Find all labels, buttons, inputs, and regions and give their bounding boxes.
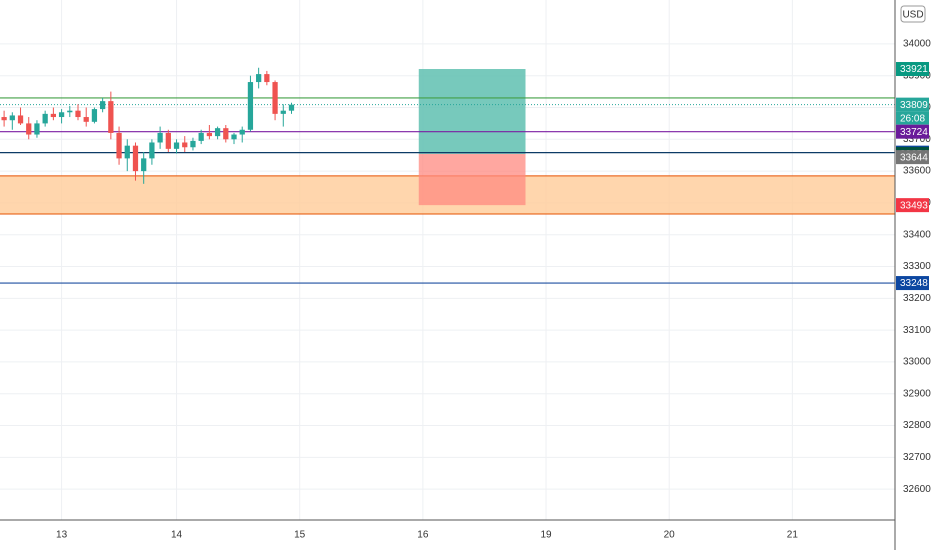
candle-body bbox=[288, 104, 295, 111]
y-tick-label: 32700 bbox=[903, 452, 931, 463]
candle-body bbox=[26, 123, 32, 135]
candle-body bbox=[34, 123, 40, 135]
candle-body bbox=[149, 142, 155, 159]
candle-body bbox=[67, 110, 73, 113]
candle-body bbox=[116, 132, 122, 159]
price-tag bbox=[896, 198, 929, 213]
price-tag-label: 33921 bbox=[900, 64, 928, 75]
candle-body bbox=[165, 132, 171, 149]
x-tick-label: 13 bbox=[56, 530, 68, 541]
y-tick-label: 32900 bbox=[903, 388, 931, 399]
candle-body bbox=[182, 142, 188, 148]
x-tick-label: 14 bbox=[171, 530, 183, 541]
candle-body bbox=[1, 117, 7, 121]
y-tick-label: 33300 bbox=[903, 261, 931, 272]
price-tag bbox=[896, 150, 929, 165]
y-tick-label: 33700 bbox=[903, 134, 931, 145]
axis: 32600 32700 32800 32900 33000 33100 33200 33300… bbox=[56, 39, 931, 541]
currency[interactable]: USD bbox=[902, 10, 923, 21]
countdown-tag bbox=[896, 111, 929, 125]
x-tick-label: 15 bbox=[294, 530, 306, 541]
candle-body bbox=[17, 115, 24, 124]
price-tag bbox=[896, 276, 929, 291]
position-profit bbox=[418, 69, 526, 154]
candle-body bbox=[247, 82, 254, 130]
price-tag bbox=[896, 62, 929, 77]
y-tick-label: 33600 bbox=[903, 166, 931, 177]
price-tag-label: 33248 bbox=[900, 278, 928, 289]
y-tick-label: 33400 bbox=[903, 229, 931, 240]
candle-body bbox=[91, 109, 98, 122]
candle-body bbox=[75, 110, 81, 118]
candle-body bbox=[124, 145, 130, 159]
x-tick-label: 21 bbox=[787, 530, 799, 541]
price-tag bbox=[896, 124, 929, 139]
candle-body bbox=[83, 117, 89, 122]
price-tag bbox=[896, 97, 929, 112]
candle-body bbox=[231, 134, 237, 140]
candle-body bbox=[42, 113, 48, 124]
y-tick-label: 33100 bbox=[903, 325, 931, 336]
price-tag-label: 33644 bbox=[900, 152, 928, 163]
currency-box[interactable] bbox=[900, 5, 926, 23]
candle-body bbox=[198, 132, 204, 141]
candle-body bbox=[100, 101, 106, 110]
candle-body bbox=[223, 128, 229, 140]
candle-body bbox=[108, 101, 114, 133]
candle-body bbox=[157, 132, 163, 143]
candle-body bbox=[9, 115, 15, 121]
x-tick-label: 16 bbox=[417, 530, 429, 541]
price-tag-label: 33493 bbox=[900, 200, 928, 211]
y-tick-label: 33200 bbox=[903, 293, 931, 304]
y-tick-label: 34000 bbox=[903, 39, 931, 50]
candle-body bbox=[256, 74, 262, 83]
position-loss bbox=[418, 153, 526, 206]
y-tick-label: 32800 bbox=[903, 420, 931, 431]
candle-body bbox=[58, 112, 65, 118]
candle-body bbox=[239, 129, 245, 135]
y-tick-label: 32600 bbox=[903, 484, 931, 495]
countdown: 26:08 bbox=[900, 113, 925, 124]
candle-body bbox=[50, 113, 56, 118]
candle-body bbox=[173, 142, 180, 149]
candle-body bbox=[280, 110, 286, 114]
candle-body bbox=[132, 145, 139, 172]
x-tick-label: 19 bbox=[540, 530, 552, 541]
candle-body bbox=[190, 140, 196, 148]
x-tick-label: 20 bbox=[664, 530, 676, 541]
price-tag-label: 33809 bbox=[900, 100, 928, 111]
candle-body bbox=[272, 82, 278, 114]
y-tick-label: 33000 bbox=[903, 357, 931, 368]
candle-body bbox=[206, 132, 213, 137]
candle-body bbox=[264, 74, 270, 83]
price-tag-label: 33724 bbox=[900, 127, 928, 138]
candle-body bbox=[141, 158, 147, 172]
candle-body bbox=[214, 128, 221, 137]
plot bbox=[0, 67, 895, 284]
